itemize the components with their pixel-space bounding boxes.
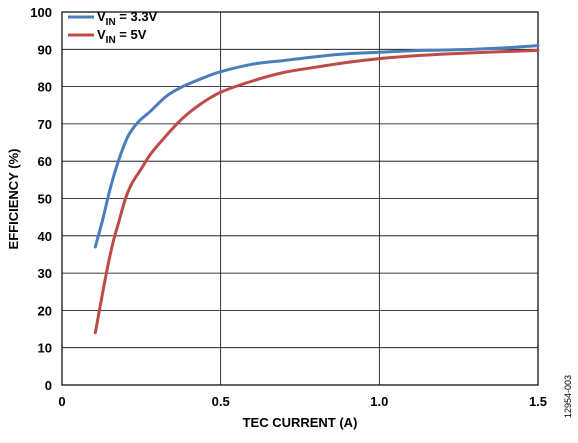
y-tick-label: 90 <box>38 42 52 57</box>
legend-label-2: VIN = 5V <box>97 27 147 46</box>
figure-id: 12954-003 <box>563 375 573 418</box>
tick-labels: 0 10 20 30 40 50 60 70 80 90 100 0 0.5 1.0 1.5 <box>30 5 547 409</box>
grid-lines <box>62 12 538 385</box>
y-tick-label: 40 <box>38 229 52 244</box>
x-tick-label: 0.5 <box>212 394 230 409</box>
y-axis-title: EFFICIENCY (%) <box>6 149 21 250</box>
y-tick-label: 30 <box>38 266 52 281</box>
y-tick-label: 20 <box>38 303 52 318</box>
legend-label-1: VIN = 3.3V <box>97 9 158 28</box>
x-tick-label: 1.0 <box>370 394 388 409</box>
y-tick-label: 50 <box>38 192 52 207</box>
x-tick-label: 0 <box>58 394 65 409</box>
y-tick-label: 10 <box>38 341 52 356</box>
y-tick-label: 60 <box>38 154 52 169</box>
x-axis-title: TEC CURRENT (A) <box>243 415 358 430</box>
y-tick-label: 0 <box>45 378 52 393</box>
series-layer <box>93 44 540 335</box>
x-tick-label: 1.5 <box>529 394 547 409</box>
series-line-2 <box>93 48 540 335</box>
series-line-1 <box>93 44 540 249</box>
y-tick-label: 80 <box>38 80 52 95</box>
y-tick-label: 70 <box>38 117 52 132</box>
y-tick-label: 100 <box>30 5 52 20</box>
